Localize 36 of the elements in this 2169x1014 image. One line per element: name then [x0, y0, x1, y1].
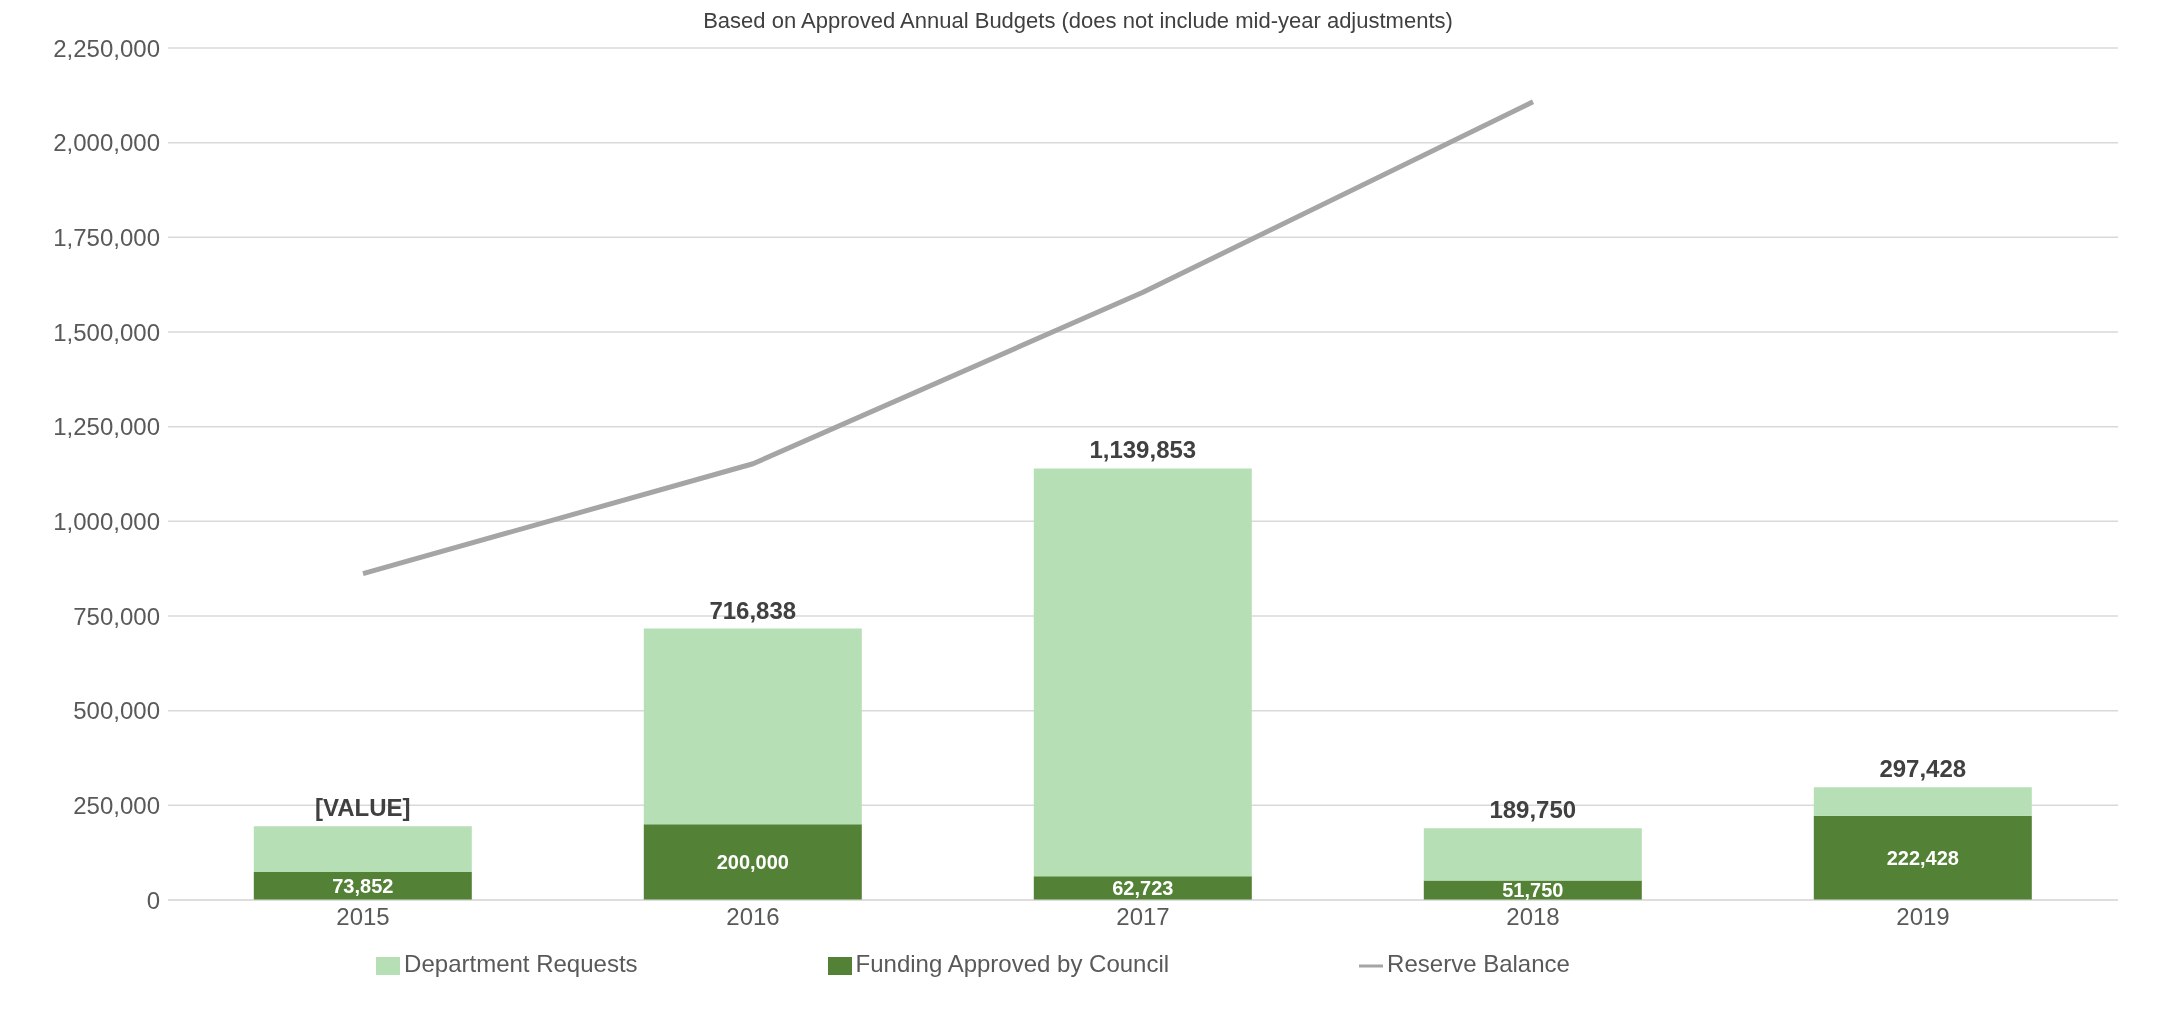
y-tick-label: 1,000,000 [53, 507, 160, 535]
y-tick-label: 2,250,000 [53, 34, 160, 62]
total-label: [VALUE] [315, 794, 411, 822]
data-label: 62,723 [1112, 877, 1174, 900]
bar [643, 824, 862, 900]
y-tick-label: 0 [146, 886, 160, 914]
total-label: 1,139,853 [1089, 436, 1197, 464]
total-label: 297,428 [1879, 755, 1967, 783]
y-tick-label: 750,000 [73, 602, 160, 630]
y-tick-label: 1,750,000 [53, 223, 160, 251]
data-label: 200,000 [716, 851, 789, 874]
y-tick-label: 2,000,000 [53, 129, 160, 157]
x-tick-label: 2019 [1896, 903, 1950, 931]
y-tick-label: 500,000 [73, 697, 160, 725]
total-label: 189,750 [1489, 796, 1577, 824]
bar [1033, 468, 1252, 877]
data-label: 73,852 [332, 875, 394, 898]
y-tick-label: 250,000 [73, 791, 160, 819]
y-tick-label: 1,500,000 [53, 318, 160, 346]
bar [253, 826, 472, 873]
data-label: 51,750 [1502, 879, 1564, 902]
legend-label: Department Requests [404, 950, 638, 977]
total-label: 716,838 [709, 596, 797, 624]
bar [1813, 815, 2032, 900]
x-tick-label: 2017 [1116, 903, 1170, 931]
x-tick-label: 2016 [726, 903, 780, 931]
legend-label: Reserve Balance [1387, 950, 1570, 977]
data-label: 222,428 [1886, 846, 1959, 869]
chart-subtitle: Based on Approved Annual Budgets (does not include mid-year adjustments) [703, 8, 1453, 33]
x-tick-label: 2015 [336, 903, 390, 931]
y-tick-label: 1,250,000 [53, 413, 160, 441]
bar [643, 628, 862, 825]
bar [1423, 828, 1642, 881]
bar [1813, 787, 2032, 816]
x-tick-label: 2018 [1506, 903, 1560, 931]
legend-label: Funding Approved by Council [855, 950, 1170, 977]
